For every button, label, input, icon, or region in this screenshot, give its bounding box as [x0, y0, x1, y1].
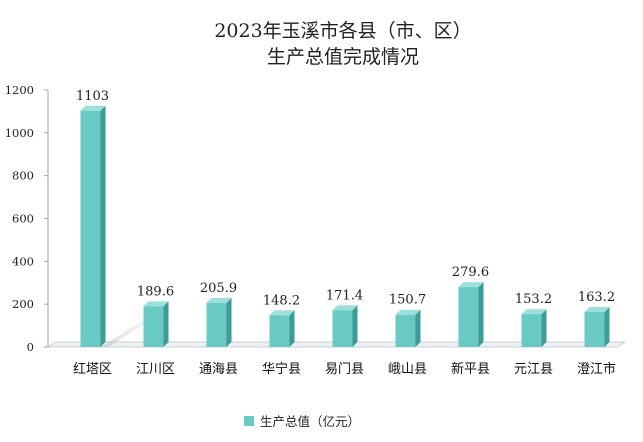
bar [143, 306, 164, 347]
data-label: 150.7 [389, 293, 426, 308]
y-tick-label: 800 [12, 169, 34, 183]
bar [521, 314, 542, 347]
chart-title-line-2: 生产总值完成情况 [267, 46, 419, 68]
bar-side [163, 301, 169, 347]
bar-top [332, 305, 358, 311]
x-tick-label: 华宁县 [262, 361, 301, 377]
data-label: 163.2 [578, 290, 615, 305]
bar-top [395, 309, 421, 315]
data-label: 1103 [76, 89, 109, 104]
bar-top [206, 297, 232, 303]
bar [395, 314, 416, 347]
legend: 生产总值（亿元） [244, 414, 360, 429]
data-label: 279.6 [452, 265, 489, 280]
bar-top [143, 301, 169, 307]
bar-side [100, 105, 106, 347]
y-tick-label: 1200 [5, 83, 34, 97]
bar-group: 148.2 [263, 293, 300, 347]
bar [269, 315, 290, 347]
bar [332, 310, 353, 347]
x-axis-labels: 红塔区 江川区 通海县 华宁县 易门县 峨山县 新平县 元江县 澄江市 [73, 361, 616, 377]
chart-title-line-1: 2023年玉溪市各县（市、区） [214, 20, 471, 42]
bar-side [226, 297, 232, 347]
bar-side [415, 309, 421, 347]
bar-group: 205.9 [200, 281, 237, 347]
bar-group: 171.4 [326, 288, 363, 347]
bar-side [541, 309, 547, 347]
x-tick-label: 江川区 [136, 362, 175, 377]
bar [206, 302, 227, 347]
x-tick-label: 红塔区 [73, 361, 112, 377]
y-tick-label: 200 [12, 297, 34, 311]
y-tick-label: 0 [27, 340, 34, 354]
legend-swatch [244, 416, 254, 426]
bar-group: 163.2 [578, 290, 615, 347]
data-label: 171.4 [326, 288, 363, 303]
x-tick-label: 通海县 [199, 362, 238, 377]
x-tick-label: 峨山县 [388, 362, 427, 377]
y-axis: 0 200 400 600 800 1000 1200 [5, 83, 49, 354]
bar [584, 312, 605, 347]
data-label: 205.9 [200, 281, 237, 296]
x-tick-label: 新平县 [451, 361, 490, 377]
bar-top [584, 307, 610, 313]
bar-top [80, 105, 106, 111]
x-tick-label: 澄江市 [577, 361, 616, 377]
bar-side [352, 305, 358, 347]
y-tick-label: 1000 [5, 126, 34, 140]
bars: 1103 189.6 205.9 148.2 171.4 150.7 279.6 153.2 1… [76, 89, 615, 347]
bar-side [289, 310, 295, 347]
bar-top [269, 310, 295, 316]
bar-group: 189.6 [137, 284, 174, 347]
x-tick-label: 易门县 [325, 362, 364, 377]
y-tick-label: 400 [12, 254, 34, 268]
bar-side [604, 307, 610, 347]
bar-group: 153.2 [515, 292, 552, 347]
bar-group: 279.6 [452, 265, 489, 347]
data-label: 148.2 [263, 293, 300, 308]
data-label: 189.6 [137, 284, 174, 299]
legend-label: 生产总值（亿元） [260, 414, 360, 429]
bar [80, 110, 101, 347]
bar-top [458, 282, 484, 288]
bar [458, 287, 479, 347]
bar-group: 150.7 [389, 293, 426, 347]
x-tick-label: 元江县 [514, 362, 553, 377]
y-tick-label: 600 [12, 212, 34, 226]
data-label: 153.2 [515, 292, 552, 307]
bar-side [478, 282, 484, 347]
bar-top [521, 309, 547, 315]
